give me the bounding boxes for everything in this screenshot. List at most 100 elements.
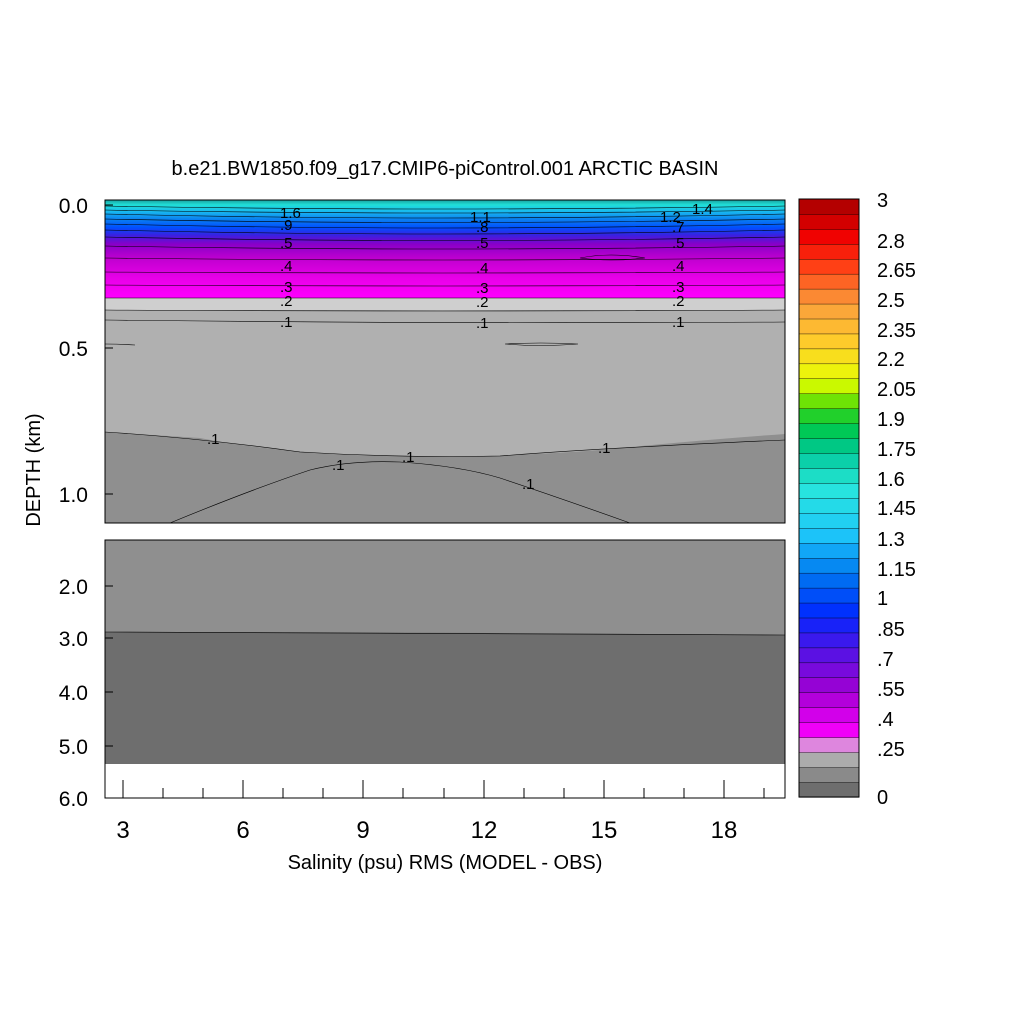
colorbar-swatch: [798, 348, 860, 365]
colorbar-label: 3: [877, 190, 888, 212]
contour-lines: [104, 205, 786, 524]
x-major-ticks: [122, 780, 725, 798]
colorbar-swatch: [798, 737, 860, 753]
x-tick-label: 3: [116, 817, 129, 844]
upper-panel: 1.6 1.1 1.2 1.4 .9 .8 .7 .5 .5 .5 .4 .4 …: [104, 199, 786, 524]
contour-band-light: [105, 298, 785, 457]
contour-label: .2: [476, 294, 489, 311]
upper-panel-frame: [104, 199, 786, 524]
colorbar-label: 1.45: [877, 498, 916, 520]
colorbar-swatch: [798, 617, 860, 634]
y-tick-label: 4.0: [59, 682, 88, 705]
lower-panel-blank: [105, 764, 785, 798]
x-tick-label: 6: [236, 817, 249, 844]
colorbar-frame: [798, 198, 860, 798]
y-axis-title: DEPTH (km): [23, 413, 45, 526]
colorbar-label: 1.15: [877, 559, 916, 581]
colorbar-swatches: [798, 198, 860, 798]
colorbar-swatch: [798, 467, 860, 484]
colorbar-label: 2.65: [877, 260, 916, 282]
colorbar-swatch: [798, 572, 860, 589]
colorbar: 3 2.8 2.65 2.5 2.35 2.2 2.05 1.9 1.75 1.6 1.45 1.3 1…: [798, 190, 916, 809]
colorbar-label: .7: [877, 649, 894, 671]
contour-label: .8: [476, 219, 489, 236]
colorbar-swatch: [798, 497, 860, 514]
contour-label: .1: [598, 440, 611, 457]
contour-band-deep-lens: [170, 461, 630, 523]
y-tick-label: 2.0: [59, 576, 88, 599]
chart-title: b.e21.BW1850.f09_g17.CMIP6-piControl.001…: [172, 158, 719, 180]
colorbar-label: 2.2: [877, 349, 905, 371]
colorbar-swatch: [798, 557, 860, 574]
colorbar-label: 1.6: [877, 469, 905, 491]
contour-label: .1: [402, 449, 415, 466]
contour-label: .3: [280, 279, 293, 296]
colorbar-swatch: [798, 438, 860, 454]
colorbar-swatch: [798, 228, 860, 245]
colorbar-label: 1.75: [877, 439, 916, 461]
colorbar-swatch: [798, 587, 860, 604]
colorbar-label: .85: [877, 619, 905, 641]
lower-panel-deep: [105, 632, 785, 764]
y-tick-label: 6.0: [59, 788, 88, 811]
colorbar-label: .4: [877, 709, 894, 731]
colorbar-swatch: [798, 632, 860, 649]
y-tick-label: 0.0: [59, 195, 88, 218]
colorbar-swatch: [798, 452, 860, 469]
colorbar-label: 1.3: [877, 529, 905, 551]
colorbar-swatch: [798, 198, 860, 215]
colorbar-swatch: [798, 692, 860, 708]
colorbar-swatch: [798, 662, 860, 679]
lower-panel-frame: [104, 539, 786, 799]
colorbar-swatch: [798, 333, 860, 350]
colorbar-swatch: [798, 647, 860, 664]
contour-label: .1: [280, 314, 293, 331]
colorbar-swatch: [798, 722, 860, 738]
contour-label: .5: [280, 235, 293, 252]
contour-label: .1: [522, 476, 535, 493]
contour-label: .5: [476, 235, 489, 252]
contour-label: .4: [672, 258, 685, 275]
colorbar-swatch: [798, 363, 860, 380]
contour-label: .1: [672, 314, 685, 331]
colorbar-swatch: [798, 751, 860, 768]
colorbar-swatch: [798, 527, 860, 544]
colorbar-swatch: [798, 512, 860, 529]
contour-label: 1.1: [470, 209, 491, 226]
colorbar-swatch: [798, 303, 860, 320]
contour-label: .1: [476, 315, 489, 332]
contour-label: .2: [280, 293, 293, 310]
colorbar-swatch: [798, 318, 860, 335]
colorbar-swatch: [798, 288, 860, 305]
lower-panel: [104, 539, 786, 799]
x-tick-label: 15: [591, 817, 618, 844]
colorbar-label: 2.8: [877, 231, 905, 253]
colorbar-swatch: [798, 482, 860, 499]
contour-label: .3: [672, 279, 685, 296]
colorbar-swatch: [798, 273, 860, 290]
colorbar-label: 0: [877, 787, 888, 809]
x-axis: 3 6 9 12 15 18 Salinity (psu) RMS (MODEL…: [116, 780, 765, 874]
colorbar-swatch: [798, 677, 860, 693]
y-tick-label: 0.5: [59, 338, 88, 361]
colorbar-swatch: [798, 243, 860, 260]
y-axis: 0.0 0.5 1.0 2.0 3.0 4.0 5.0 6.0 DEPTH (k…: [23, 195, 113, 811]
contour-label: .4: [280, 258, 293, 275]
contour-label: 1.4: [692, 201, 713, 218]
contour-label: .5: [672, 235, 685, 252]
y-tick-label: 1.0: [59, 484, 88, 507]
colorbar-swatch: [798, 393, 860, 409]
colorbar-swatch: [798, 408, 860, 424]
contour-label: .4: [476, 260, 489, 277]
colorbar-swatch: [798, 258, 860, 275]
colorbar-swatch: [798, 707, 860, 723]
colorbar-swatch: [798, 781, 860, 798]
colorbar-swatch: [798, 423, 860, 439]
colorbar-label: .25: [877, 739, 905, 761]
contour-labels: 1.6 1.1 1.2 1.4 .9 .8 .7 .5 .5 .5 .4 .4 …: [207, 201, 713, 493]
y-tick-label: 3.0: [59, 628, 88, 651]
colorbar-label: 2.35: [877, 320, 916, 342]
contour-label: .1: [332, 457, 345, 474]
colorbar-swatch: [798, 213, 860, 230]
